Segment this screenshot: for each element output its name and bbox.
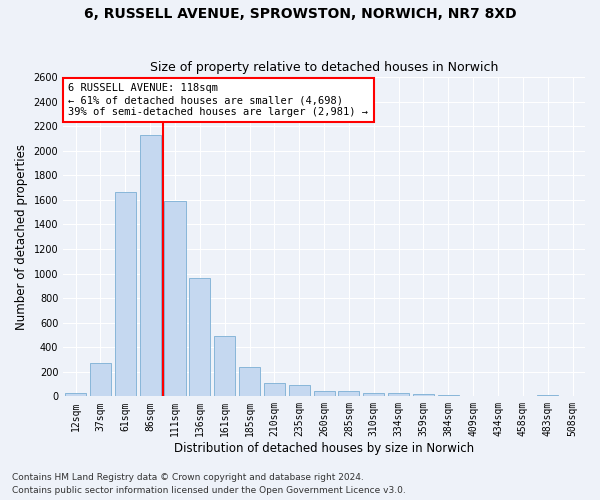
Bar [214,336,235,396]
Bar [289,386,310,396]
Bar [264,383,285,396]
Bar [338,392,359,396]
Text: 6 RUSSELL AVENUE: 118sqm
← 61% of detached houses are smaller (4,698)
39% of sem: 6 RUSSELL AVENUE: 118sqm ← 61% of detach… [68,84,368,116]
Bar [363,394,385,396]
Bar [140,135,161,396]
Bar [388,394,409,396]
Bar [115,192,136,396]
Text: 6, RUSSELL AVENUE, SPROWSTON, NORWICH, NR7 8XD: 6, RUSSELL AVENUE, SPROWSTON, NORWICH, N… [83,8,517,22]
Bar [413,394,434,396]
Bar [537,395,558,396]
Title: Size of property relative to detached houses in Norwich: Size of property relative to detached ho… [150,62,498,74]
Y-axis label: Number of detached properties: Number of detached properties [15,144,28,330]
X-axis label: Distribution of detached houses by size in Norwich: Distribution of detached houses by size … [174,442,474,455]
Bar [239,367,260,396]
Text: Contains HM Land Registry data © Crown copyright and database right 2024.
Contai: Contains HM Land Registry data © Crown c… [12,474,406,495]
Bar [314,392,335,396]
Bar [164,201,185,396]
Bar [90,363,111,396]
Bar [438,395,459,396]
Bar [189,278,211,396]
Bar [65,392,86,396]
